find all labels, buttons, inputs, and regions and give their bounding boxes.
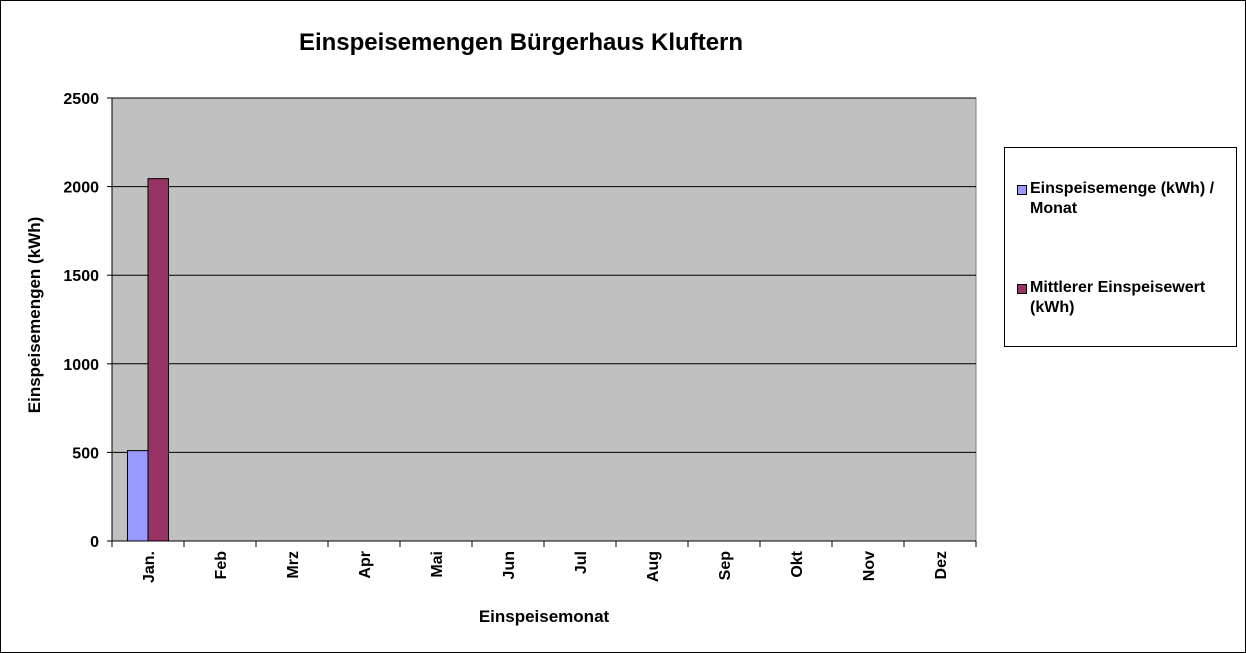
- legend-item-mittlerer-einspeisewert: Mittlerer Einspeisewert (kWh): [1017, 278, 1227, 318]
- x-tick-label: Jan.: [141, 551, 158, 583]
- x-axis-label: Einspeisemonat: [479, 607, 610, 626]
- y-tick-label: 1000: [63, 357, 99, 374]
- legend-label: Einspeisemenge (kWh) / Monat: [1030, 180, 1215, 217]
- legend-label: Mittlerer Einspeisewert (kWh): [1030, 279, 1206, 316]
- y-tick-label: 500: [72, 445, 99, 462]
- y-tick-label: 2000: [63, 180, 99, 197]
- x-tick-label: Dez: [933, 551, 950, 579]
- bar-jan-series-2: [147, 178, 169, 542]
- legend-item-einspeisemenge: Einspeisemenge (kWh) / Monat: [1017, 179, 1227, 219]
- y-axis-label: Einspeisemengen (kWh): [25, 217, 44, 413]
- x-tick-label: Sep: [717, 551, 734, 581]
- y-tick-label: 0: [90, 534, 99, 551]
- x-tick-label: Nov: [861, 551, 878, 581]
- x-tick-label: Jul: [573, 551, 590, 574]
- y-tick-label: 1500: [63, 268, 99, 285]
- legend-swatch: [1017, 185, 1027, 195]
- x-tick-label: Apr: [357, 551, 374, 579]
- x-tick-label: Okt: [789, 550, 806, 577]
- legend: Einspeisemenge (kWh) / Monat Mittlerer E…: [1004, 147, 1237, 347]
- chart-title: Einspeisemengen Bürgerhaus Kluftern: [298, 29, 744, 56]
- x-tick-label: Mrz: [285, 551, 302, 579]
- y-tick-label: 2500: [63, 91, 99, 108]
- legend-swatch: [1017, 284, 1027, 294]
- x-tick-label: Feb: [213, 551, 230, 580]
- x-tick-label: Aug: [645, 551, 662, 582]
- x-tick-label: Mai: [429, 551, 446, 578]
- plot-area: [111, 97, 977, 542]
- bar-jan-series-1: [127, 450, 149, 542]
- x-tick-label: Jun: [501, 551, 518, 579]
